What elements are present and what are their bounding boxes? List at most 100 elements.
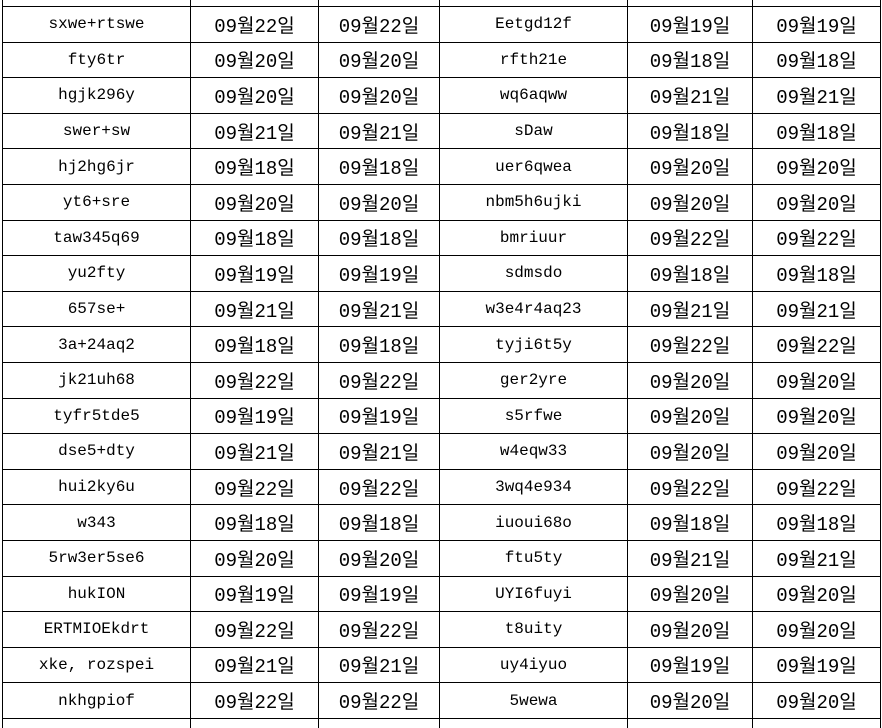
table-row: hgjk296y 09월20일 09월20일 wq6aqww 09월21일 09월21일 bbox=[2, 77, 881, 114]
date-cell: 09월18일 bbox=[752, 112, 881, 150]
date-cell: 09월22일 bbox=[752, 326, 881, 363]
date-cell: 09월20일 bbox=[190, 183, 319, 221]
id-cell: yu2fty bbox=[2, 255, 191, 292]
date-cell: 09월19일 bbox=[318, 397, 440, 435]
table-row: ERTMIOEkdrt 09월22일 09월22일 t8uity 09월20일 09월20… bbox=[2, 611, 881, 648]
id-cell: t8uity bbox=[439, 611, 628, 648]
date-cell: 09월20일 bbox=[627, 183, 753, 221]
date-cell: 09월21일 bbox=[318, 433, 440, 470]
id-cell: jk21uh68 bbox=[2, 361, 191, 399]
date-cell: 09월18일 bbox=[752, 504, 881, 541]
date-cell: 09월22일 bbox=[190, 6, 319, 43]
id-cell: Eetgd12f bbox=[439, 6, 628, 43]
date-cell: 09월20일 bbox=[752, 611, 881, 648]
date-cell: 09월18일 bbox=[752, 255, 881, 292]
date-cell: 09월22일 bbox=[318, 6, 440, 43]
date-cell: 09월18일 bbox=[318, 326, 440, 363]
date-cell: 09월20일 bbox=[627, 575, 753, 613]
id-cell bbox=[439, 717, 628, 728]
date-cell: 09월22일 bbox=[190, 611, 319, 648]
date-cell: 09월20일 bbox=[752, 183, 881, 221]
id-cell: swer+sw bbox=[2, 112, 191, 150]
date-cell: 09월21일 bbox=[190, 112, 319, 150]
table-row: sxwe+rtswe 09월22일 09월22일 Eetgd12f 09월19일 09월1… bbox=[2, 6, 881, 43]
id-cell: sdmsdo bbox=[439, 255, 628, 292]
date-cell bbox=[190, 717, 319, 728]
date-cell: 09월19일 bbox=[190, 397, 319, 435]
date-cell: 09월21일 bbox=[752, 539, 881, 577]
id-cell: 5wewa bbox=[439, 682, 628, 719]
date-cell: 09월22일 bbox=[190, 361, 319, 399]
id-cell: taw345q69 bbox=[2, 219, 191, 257]
date-cell: 09월20일 bbox=[752, 397, 881, 435]
date-cell: 09월22일 bbox=[627, 326, 753, 363]
date-cell: 09월22일 bbox=[318, 361, 440, 399]
id-cell: UYI6fuyi bbox=[439, 575, 628, 613]
date-cell: 09월18일 bbox=[190, 148, 319, 185]
date-cell: 09월22일 bbox=[190, 682, 319, 719]
id-cell: s5rfwe bbox=[439, 397, 628, 435]
id-cell: hj2hg6jr bbox=[2, 148, 191, 185]
date-cell: 09월18일 bbox=[627, 112, 753, 150]
date-cell: 09월21일 bbox=[752, 290, 881, 328]
id-cell: 5rw3er5se6 bbox=[2, 539, 191, 577]
date-cell: 09월19일 bbox=[752, 6, 881, 43]
id-cell: bmriuur bbox=[439, 219, 628, 257]
date-cell: 09월18일 bbox=[190, 504, 319, 541]
date-cell: 09월19일 bbox=[190, 575, 319, 613]
date-cell: 09월20일 bbox=[627, 682, 753, 719]
id-cell: ftu5ty bbox=[439, 539, 628, 577]
date-cell: 09월20일 bbox=[627, 433, 753, 470]
date-cell: 09월21일 bbox=[190, 290, 319, 328]
date-cell: 09월20일 bbox=[752, 682, 881, 719]
table-row: taw345q69 09월18일 09월18일 bmriuur 09월22일 09월22일 bbox=[2, 219, 881, 257]
table-row: xke, rozspei 09월21일 09월21일 uy4iyuo 09월19일 09월… bbox=[2, 646, 881, 684]
date-cell: 09월20일 bbox=[627, 361, 753, 399]
date-cell: 09월18일 bbox=[627, 255, 753, 292]
date-cell: 09월20일 bbox=[752, 148, 881, 185]
id-cell: wq6aqww bbox=[439, 77, 628, 114]
id-cell: sDaw bbox=[439, 112, 628, 150]
id-cell: uy4iyuo bbox=[439, 646, 628, 684]
date-cell: 09월21일 bbox=[752, 77, 881, 114]
id-cell: hui2ky6u bbox=[2, 468, 191, 506]
id-cell: tyfr5tde5 bbox=[2, 397, 191, 435]
date-cell: 09월18일 bbox=[190, 219, 319, 257]
date-cell bbox=[752, 717, 881, 728]
date-cell: 09월18일 bbox=[190, 326, 319, 363]
table-row: hui2ky6u 09월22일 09월22일 3wq4e934 09월22일 09월22일 bbox=[2, 468, 881, 506]
date-cell: 09월20일 bbox=[752, 433, 881, 470]
date-cell: 09월21일 bbox=[318, 646, 440, 684]
date-cell: 09월20일 bbox=[318, 77, 440, 114]
table-row: tyfr5tde5 09월19일 09월19일 s5rfwe 09월20일 09월20일 bbox=[2, 397, 881, 435]
date-cell: 09월22일 bbox=[627, 468, 753, 506]
date-cell: 09월18일 bbox=[318, 148, 440, 185]
date-cell: 09월22일 bbox=[627, 219, 753, 257]
id-cell: w3e4r4aq23 bbox=[439, 290, 628, 328]
date-cell: 09월21일 bbox=[318, 112, 440, 150]
id-cell: nbm5h6ujki bbox=[439, 183, 628, 221]
id-cell: w343 bbox=[2, 504, 191, 541]
date-cell: 09월20일 bbox=[752, 575, 881, 613]
table-row: hukION 09월19일 09월19일 UYI6fuyi 09월20일 09월20일 bbox=[2, 575, 881, 613]
id-cell: yt6+sre bbox=[2, 183, 191, 221]
id-cell: tyji6t5y bbox=[439, 326, 628, 363]
id-cell: dse5+dty bbox=[2, 433, 191, 470]
date-cell: 09월19일 bbox=[190, 255, 319, 292]
date-cell: 09월21일 bbox=[318, 290, 440, 328]
id-cell: 3wq4e934 bbox=[439, 468, 628, 506]
date-cell: 09월19일 bbox=[627, 6, 753, 43]
id-cell: ger2yre bbox=[439, 361, 628, 399]
date-cell bbox=[318, 717, 440, 728]
date-cell: 09월18일 bbox=[318, 219, 440, 257]
id-cell: uer6qwea bbox=[439, 148, 628, 185]
date-cell: 09월19일 bbox=[752, 646, 881, 684]
table-row: jk21uh68 09월22일 09월22일 ger2yre 09월20일 09월20일 bbox=[2, 361, 881, 399]
id-cell: xke, rozspei bbox=[2, 646, 191, 684]
table-row: swer+sw 09월21일 09월21일 sDaw 09월18일 09월18일 bbox=[2, 112, 881, 150]
table-row: w343 09월18일 09월18일 iuoui68o 09월18일 09월18일 bbox=[2, 504, 881, 541]
id-cell: 3a+24aq2 bbox=[2, 326, 191, 363]
id-cell: fty6tr bbox=[2, 41, 191, 79]
